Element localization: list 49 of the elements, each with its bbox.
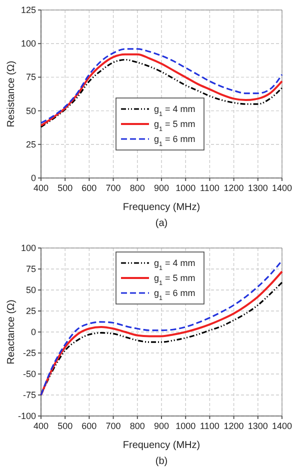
text: (b) (155, 456, 168, 467)
x-tick-label: 700 (106, 421, 121, 431)
x-tick-label: 1000 (176, 183, 196, 193)
legend-label: g$_{1}$ = 6 mm (154, 288, 196, 302)
x-tick-label: 1100 (200, 421, 220, 431)
y-tick-label: 100 (20, 243, 36, 253)
x-tick-label: 800 (130, 421, 145, 431)
x-tick-label: 900 (154, 183, 170, 193)
y-tick-label: 75 (26, 264, 36, 274)
x-axis-title: Frequency (MHz) (122, 202, 200, 213)
x-tick-label: 1100 (200, 183, 220, 193)
x-tick-label: 600 (82, 183, 97, 193)
x-tick-label: 500 (58, 421, 73, 431)
y-tick-label: -75 (22, 390, 36, 400)
x-tick-label: 1200 (224, 421, 244, 431)
y-tick-label: 0 (30, 327, 36, 337)
x-tick-label: 700 (106, 183, 121, 193)
y-tick-label: 75 (26, 72, 36, 82)
text: (a) (155, 218, 168, 229)
x-tick-label: 600 (82, 421, 97, 431)
y-tick-label: 100 (20, 38, 36, 49)
x-tick-label: 1300 (248, 183, 268, 193)
y-axis-title: Resistance (Ω) (6, 60, 17, 128)
x-tick-label: 1400 (272, 183, 292, 193)
y-tick-label: -100 (18, 411, 36, 421)
y-tick-label: 0 (30, 173, 36, 183)
legend-label: g$_{1}$ = 5 mm (154, 119, 196, 132)
x-tick-label: 900 (154, 421, 170, 431)
x-tick-label: 1000 (176, 421, 196, 431)
y-tick-label: -25 (22, 348, 36, 358)
x-tick-label: 400 (33, 421, 49, 431)
x-axis-title: Frequency (MHz) (122, 440, 200, 451)
y-axis-title: Reactance (Ω) (6, 300, 17, 364)
x-tick-label: 800 (130, 183, 145, 193)
x-tick-label: 1300 (248, 421, 268, 431)
x-tick-label: 1200 (224, 183, 244, 193)
legend-label: g$_{1}$ = 5 mm (154, 273, 196, 286)
legend-label: g$_{1}$ = 4 mm (154, 258, 196, 272)
y-tick-label: 25 (26, 139, 36, 150)
legend-label: g$_{1}$ = 6 mm (154, 134, 196, 148)
x-tick-label: 500 (58, 183, 73, 193)
x-tick-label: 400 (33, 183, 49, 193)
y-tick-label: 50 (26, 106, 36, 116)
x-tick-label: 1400 (272, 421, 292, 431)
y-tick-label: 50 (26, 285, 36, 295)
y-tick-label: -50 (22, 369, 36, 379)
y-tick-label: 125 (20, 5, 36, 15)
y-tick-label: 25 (26, 306, 36, 316)
legend-label: g$_{1}$ = 4 mm (154, 104, 196, 118)
